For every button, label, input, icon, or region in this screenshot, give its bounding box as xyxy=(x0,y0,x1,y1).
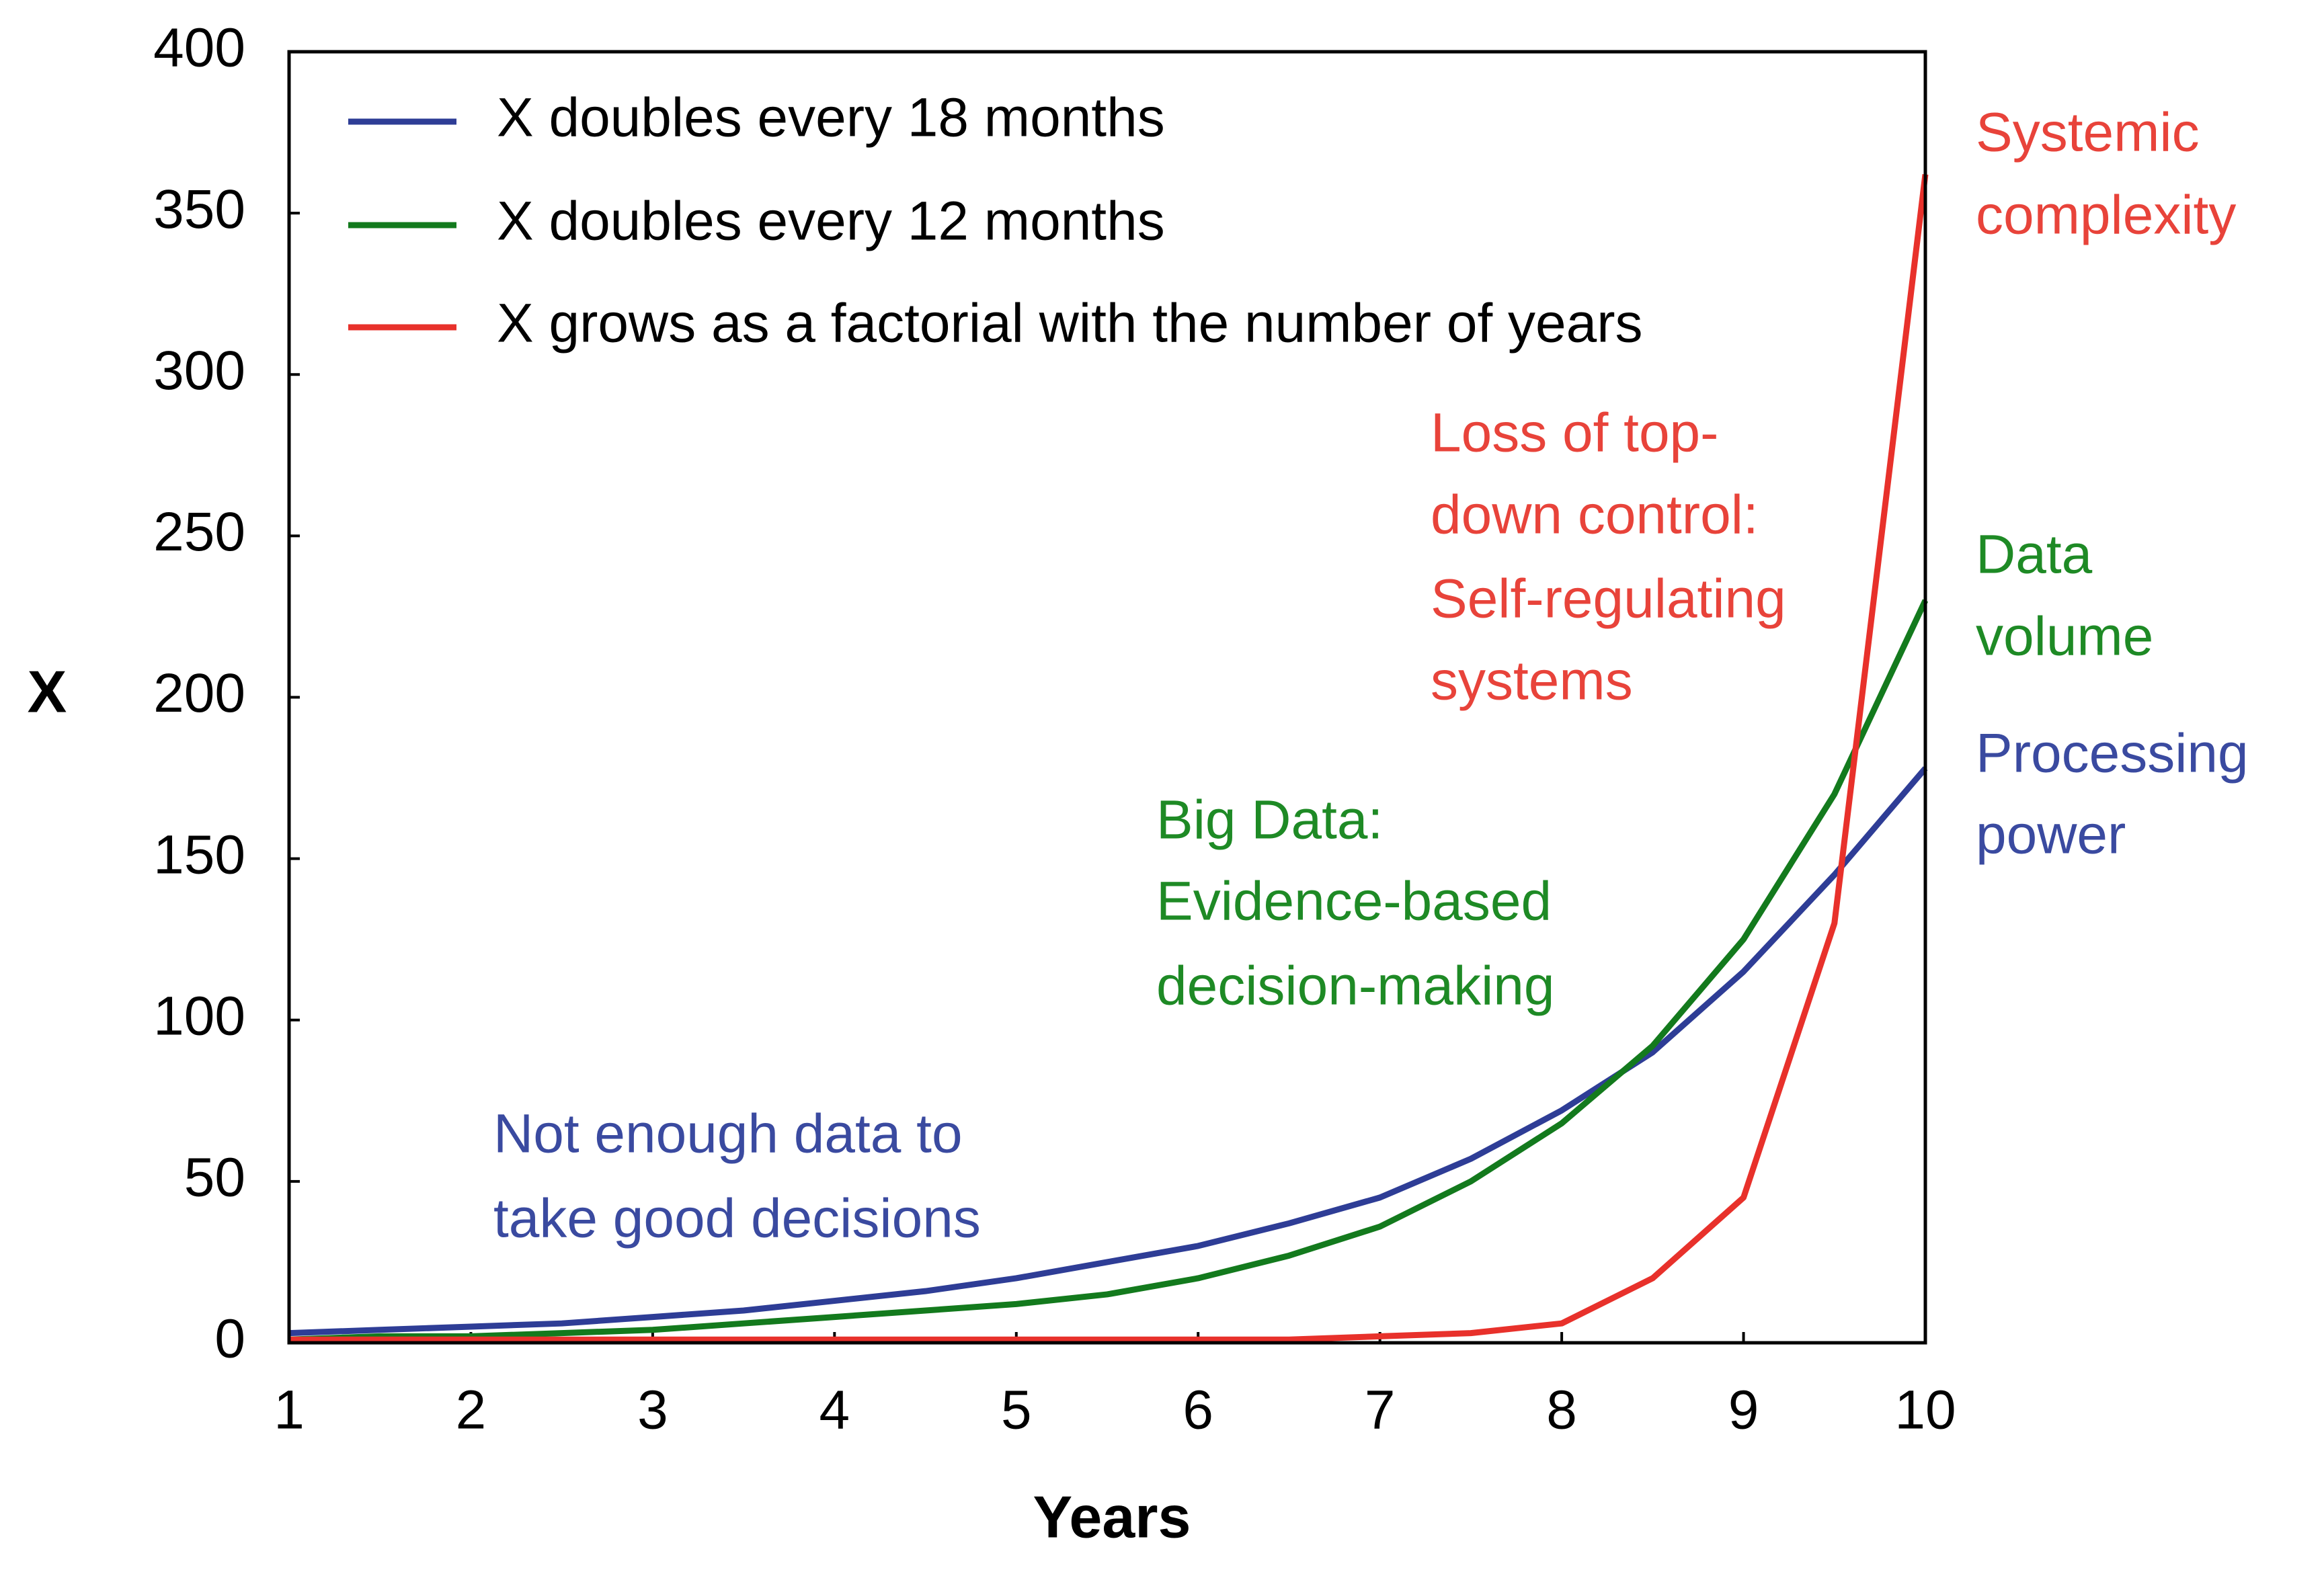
data-line xyxy=(288,599,1929,1343)
legend-label: X doubles every 12 months xyxy=(497,191,1165,252)
x-tick-label: 8 xyxy=(1546,1380,1577,1441)
x-tick-label: 7 xyxy=(1365,1380,1396,1441)
y-tick-label: 400 xyxy=(153,17,245,79)
annotation: decision-making xyxy=(1156,956,1555,1017)
y-tick-label: 100 xyxy=(153,985,245,1046)
annotation: Not enough data to xyxy=(493,1104,963,1165)
annotation: complexity xyxy=(1976,185,2236,246)
annotation: Data xyxy=(1976,524,2093,585)
annotation: systems xyxy=(1431,651,1633,712)
y-tick-label: 250 xyxy=(153,501,245,563)
y-axis-title: X xyxy=(28,658,67,724)
annotation: Processing xyxy=(1976,723,2249,784)
y-tick-label: 0 xyxy=(214,1309,245,1370)
x-tick-label: 5 xyxy=(1001,1380,1032,1441)
annotation: Big Data: xyxy=(1156,790,1383,851)
plot-frame xyxy=(287,50,1927,1345)
annotation: take good decisions xyxy=(493,1188,981,1249)
x-tick-label: 9 xyxy=(1728,1380,1759,1441)
legend-label: X doubles every 18 months xyxy=(497,87,1165,149)
y-tick-label: 50 xyxy=(184,1147,245,1208)
annotation: Self-regulating xyxy=(1431,569,1786,630)
data-line xyxy=(288,766,1928,1337)
y-tick-label: 150 xyxy=(153,824,245,885)
x-axis-title: Years xyxy=(1033,1483,1191,1550)
y-tick-label: 300 xyxy=(153,340,245,401)
x-tick-label: 1 xyxy=(274,1380,305,1441)
annotation: Loss of top- xyxy=(1431,403,1718,464)
annotation: power xyxy=(1976,804,2126,866)
annotation: volume xyxy=(1976,606,2153,667)
annotation: down control: xyxy=(1431,485,1759,546)
y-tick-label: 350 xyxy=(153,179,245,240)
annotation: Evidence-based xyxy=(1156,871,1552,932)
x-tick-label: 4 xyxy=(819,1380,850,1441)
legend-label: X grows as a factorial with the number o… xyxy=(497,293,1643,354)
x-tick-label: 6 xyxy=(1183,1380,1213,1441)
y-tick-label: 200 xyxy=(153,663,245,724)
x-tick-label: 2 xyxy=(456,1380,487,1441)
annotation: Systemic xyxy=(1976,102,2200,163)
x-tick-label: 10 xyxy=(1894,1380,1956,1441)
x-tick-label: 3 xyxy=(637,1380,668,1441)
data-line xyxy=(289,173,1929,1343)
